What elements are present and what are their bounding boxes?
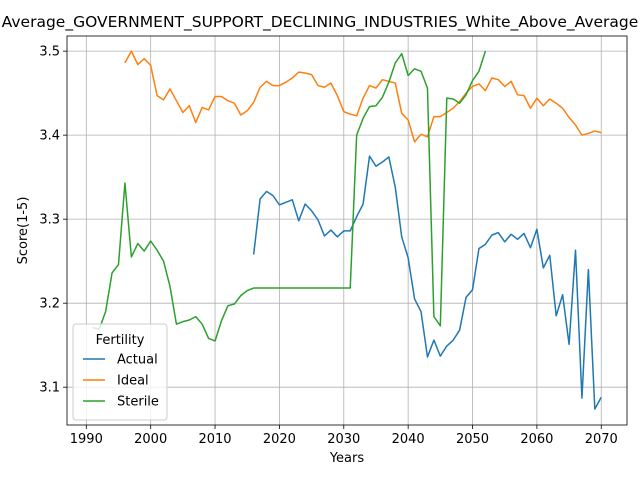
axis-ticks: 1990 2000 2010 2020 2030 2040 2050 2060 2070 3.1 3… (39, 45, 617, 447)
x-tick-label: 2000 (134, 432, 167, 447)
legend-label-sterile: Sterile (117, 395, 159, 410)
x-tick-label: 2050 (456, 432, 489, 447)
legend-label-ideal: Ideal (117, 374, 149, 389)
x-axis-title: Years (329, 451, 365, 466)
legend-title: Fertility (96, 333, 145, 348)
x-tick-label: 2060 (520, 432, 553, 447)
y-axis-title: Score(1-5) (16, 197, 31, 265)
series-line-actual (252, 155, 602, 410)
x-tick-label: 2070 (585, 432, 618, 447)
x-tick-label: 2010 (198, 432, 231, 447)
x-tick-label: 2040 (392, 432, 425, 447)
chart-title: Average_GOVERNMENT_SUPPORT_DECLINING_IND… (2, 13, 639, 32)
y-tick-label: 3.4 (39, 129, 60, 144)
x-tick-label: 2030 (327, 432, 360, 447)
y-tick-label: 3.3 (39, 213, 60, 228)
y-tick-label: 3.2 (39, 297, 60, 312)
series-lines (92, 50, 602, 410)
x-tick-label: 1990 (70, 432, 103, 447)
series-line-sterile (92, 50, 487, 342)
legend-entries: Actual Ideal Sterile (83, 353, 159, 410)
legend-box (72, 323, 168, 421)
grid (67, 36, 627, 425)
legend-label-actual: Actual (117, 353, 158, 368)
series-line-ideal (124, 50, 602, 143)
plot-area-frame (66, 35, 628, 426)
y-tick-label: 3.1 (39, 381, 60, 396)
y-tick-label: 3.5 (39, 45, 60, 60)
legend: Fertility Actual Ideal Sterile (72, 323, 168, 421)
x-tick-label: 2020 (263, 432, 296, 447)
